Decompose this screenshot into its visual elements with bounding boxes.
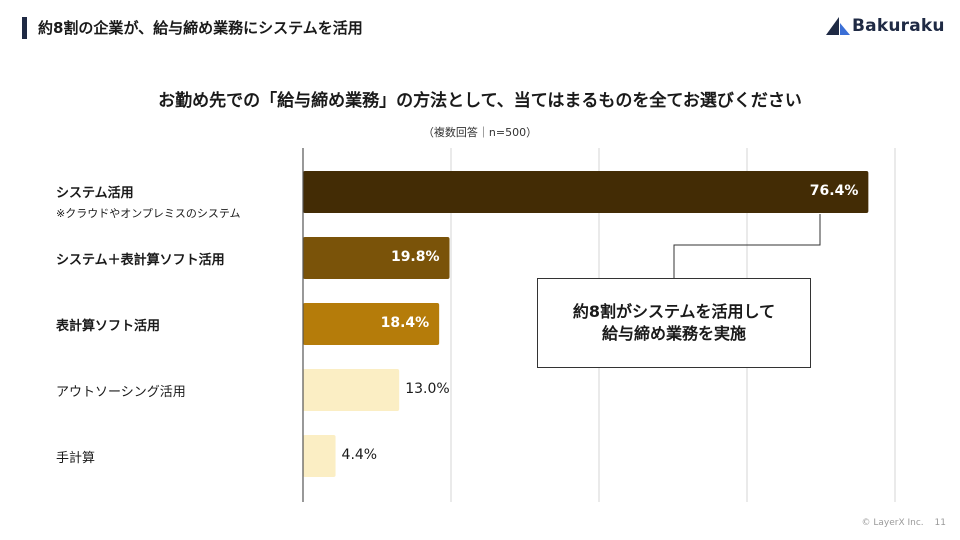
bakuraku-logo: Bakuraku: [826, 16, 945, 36]
bar: [303, 237, 450, 279]
callout-connector: [673, 214, 821, 278]
callout-line-1: 約8割がシステムを活用して: [572, 302, 776, 321]
page-title: 約8割の企業が、給与締め業務にシステムを活用: [38, 19, 363, 37]
copyright-text: © LayerX Inc.: [861, 518, 924, 528]
bar: [303, 369, 400, 411]
bar-value-label: 19.8%: [390, 249, 440, 265]
callout-box: 約8割がシステムを活用して 給与締め業務を実施: [537, 278, 811, 368]
bar-value-label: 76.4%: [809, 183, 859, 199]
chart-title: お勤め先での「給与締め業務」の方法として、当てはまるものを全てお選びください: [158, 91, 802, 111]
category-label: アウトソーシング活用: [56, 385, 186, 400]
bakuraku-logo-icon: [826, 17, 850, 35]
footer: © LayerX Inc. 11: [854, 518, 946, 528]
logo-text: Bakuraku: [852, 16, 945, 36]
bar-value-label: 13.0%: [405, 381, 450, 397]
page-number: 11: [934, 518, 946, 528]
callout-line-2: 給与締め業務を実施: [601, 324, 746, 343]
bar: [303, 303, 440, 345]
category-label: 手計算: [56, 451, 96, 466]
header-accent-bar: [22, 17, 27, 39]
bar: [303, 435, 336, 477]
bar-value-label: 4.4%: [341, 447, 378, 463]
category-label: システム活用: [56, 186, 134, 201]
category-note: ※クラウドやオンプレミスのシステム: [56, 207, 241, 220]
bar-value-label: 18.4%: [380, 315, 430, 331]
category-label: 表計算ソフト活用: [56, 319, 161, 334]
category-label: システム＋表計算ソフト活用: [56, 253, 225, 268]
bar: [303, 171, 869, 213]
chart-note: （複数回答｜n=500）: [422, 126, 538, 139]
